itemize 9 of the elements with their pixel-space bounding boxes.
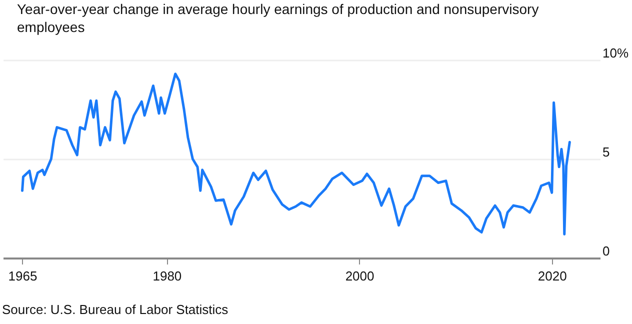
y-tick-label: 0 xyxy=(602,244,610,258)
source-note: Source: U.S. Bureau of Labor Statistics xyxy=(2,302,229,317)
x-tick-label: 1965 xyxy=(8,268,38,284)
chart-title: Year-over-year change in average hourly earnings of production and nonsupervisory employees xyxy=(17,1,539,35)
y-tick-label: 5 xyxy=(602,144,610,160)
y-tick-label: 10% xyxy=(602,46,629,60)
x-tick-label: 2000 xyxy=(345,268,374,284)
x-tick-label: 1980 xyxy=(152,268,182,284)
x-tick-label: 2020 xyxy=(538,268,567,284)
